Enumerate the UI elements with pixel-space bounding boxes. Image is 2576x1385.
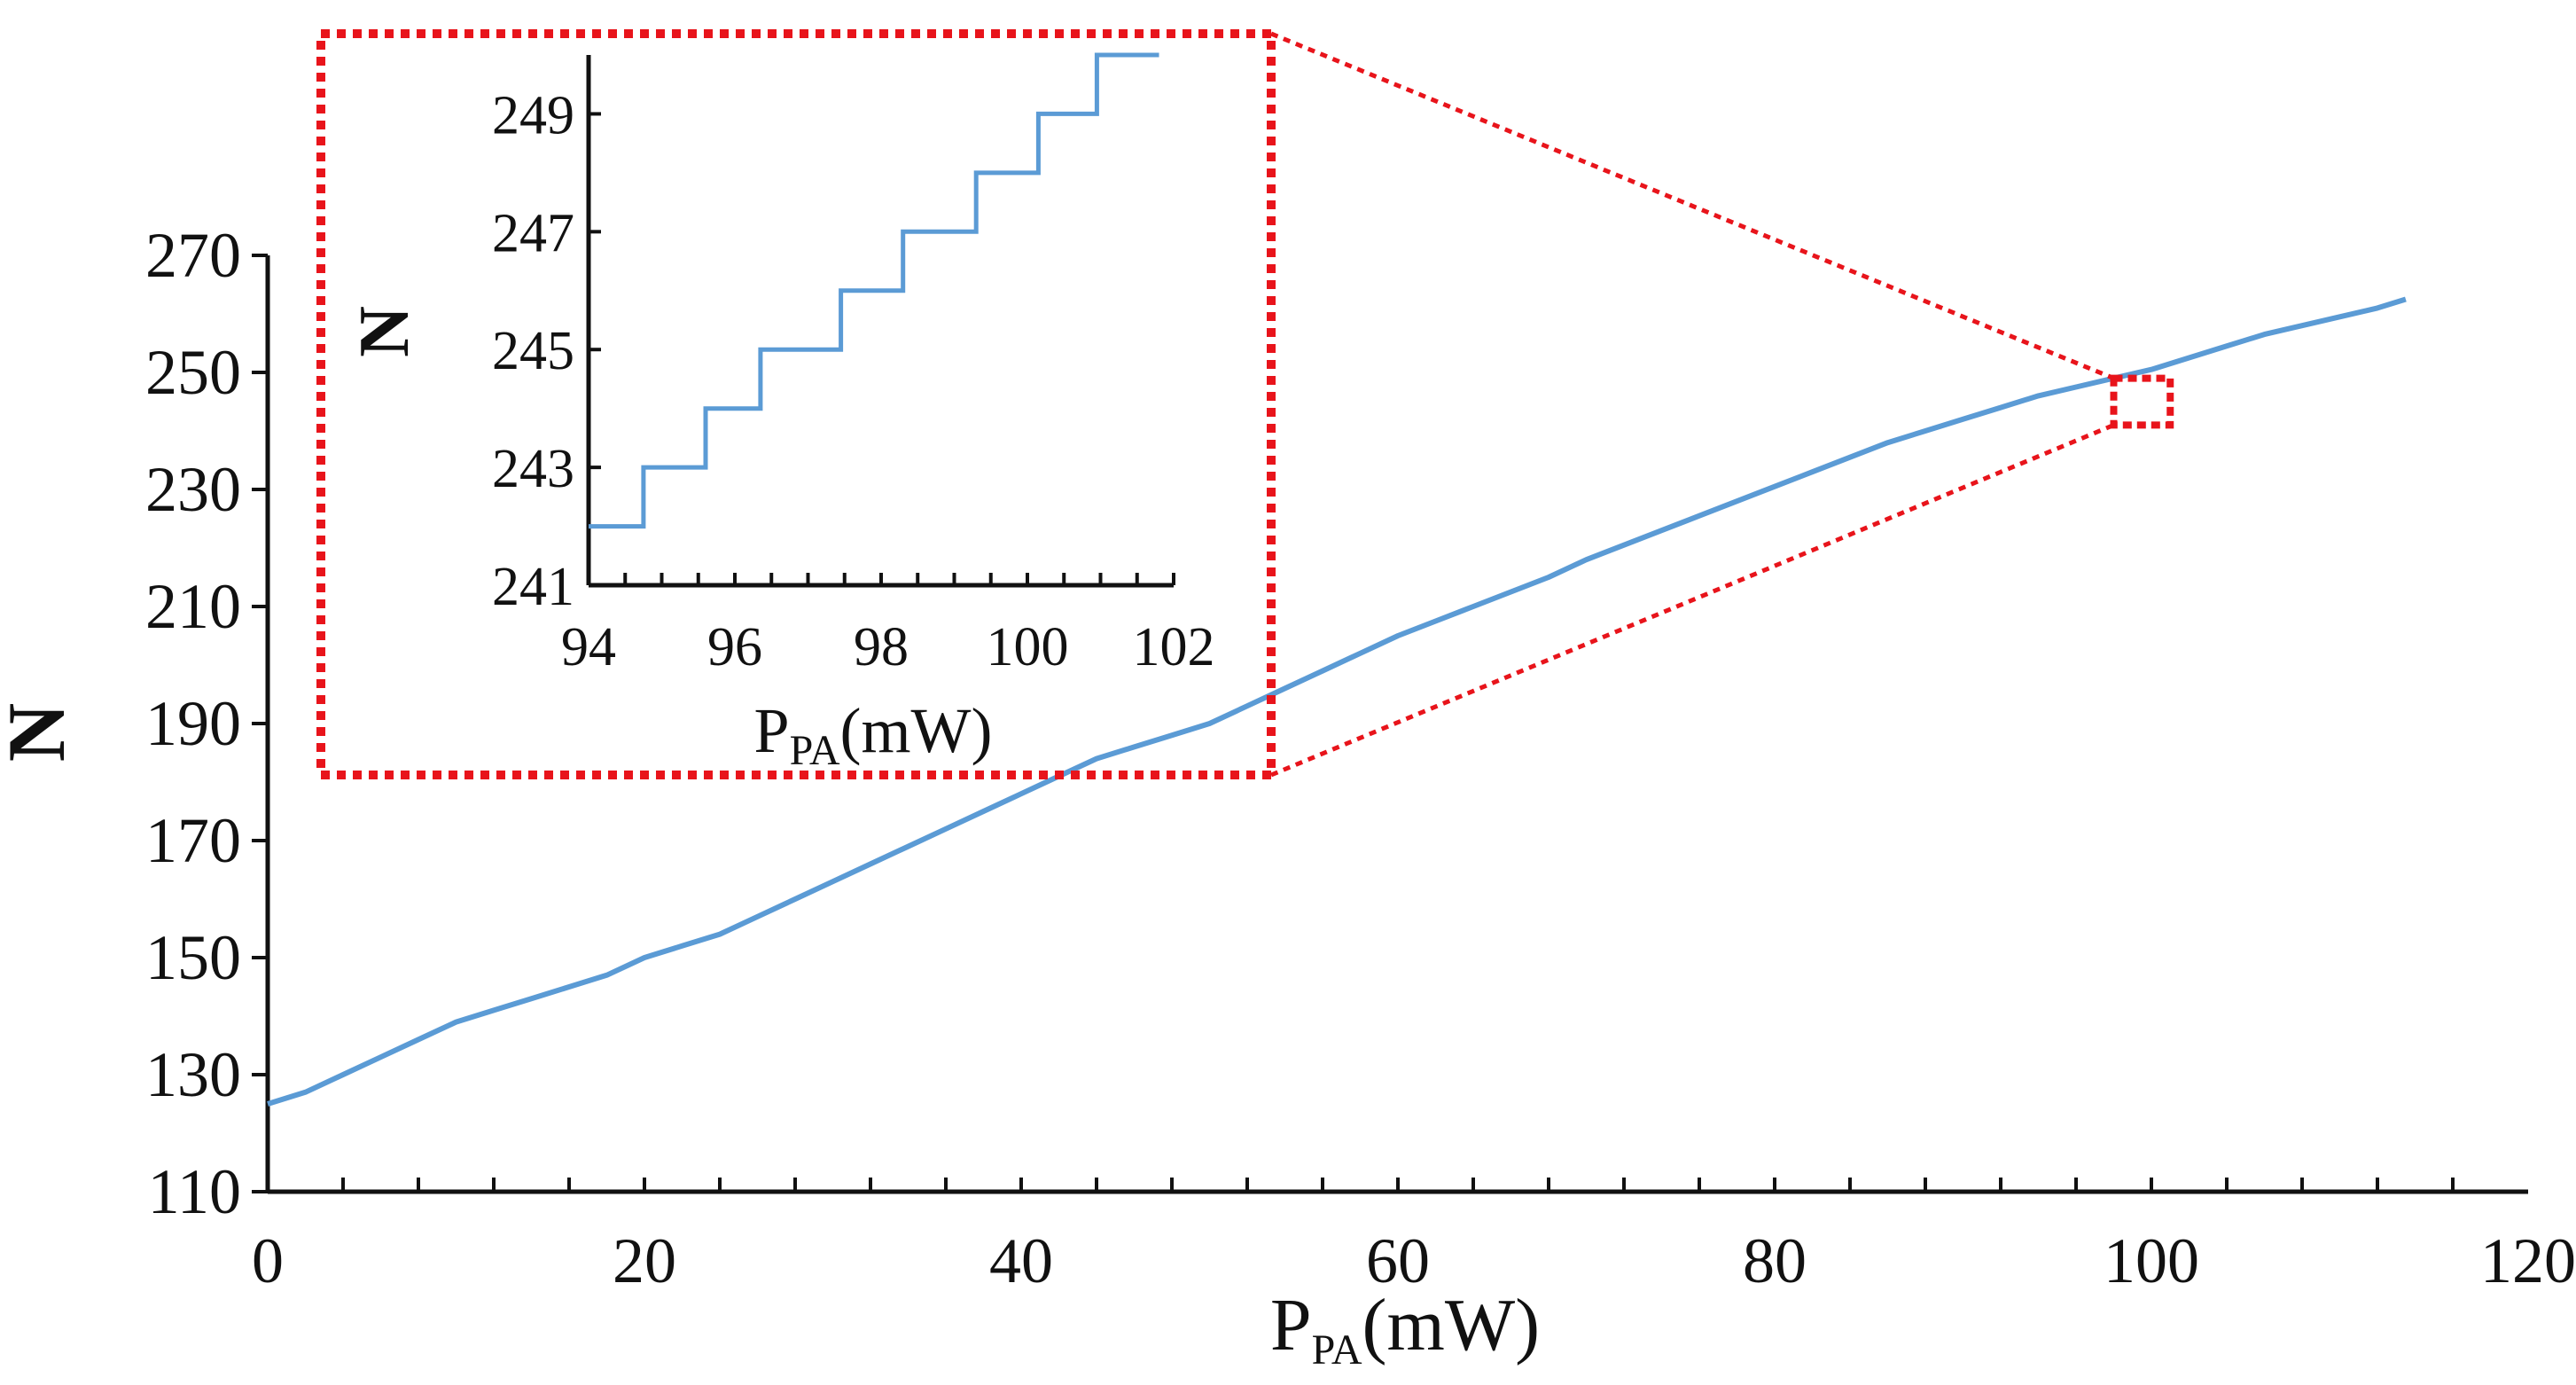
inset-xtick-label: 100 <box>987 617 1069 677</box>
inset-xtick-label: 102 <box>1133 617 1215 677</box>
main-x-axis-title-subscript: PA <box>1312 1326 1362 1373</box>
main-y-axis-title: N <box>0 703 82 762</box>
main-tick-labels: 110 130 150 170 190 210 230 250 270 0 20 40 60 80 100 1… <box>145 220 2576 1296</box>
inset-ytick-label: 243 <box>492 439 574 499</box>
inset-tick-labels: 241 243 245 247 249 94 96 98 100 102 <box>492 85 1215 677</box>
main-xtick-label: 60 <box>1366 1225 1430 1296</box>
main-ytick-label: 150 <box>145 922 241 993</box>
main-ytick-label: 250 <box>145 337 241 408</box>
main-xtick-label: 40 <box>989 1225 1053 1296</box>
main-ytick-label: 210 <box>145 571 241 642</box>
inset-ytick-label: 247 <box>492 203 574 263</box>
inset-xtick-label: 96 <box>707 617 762 677</box>
inset-xtick-label: 98 <box>854 617 909 677</box>
zoom-source-marker <box>2110 374 2174 429</box>
main-xtick-label: 120 <box>2480 1225 2576 1296</box>
main-ticks <box>252 254 2455 1193</box>
main-x-axis-title-unit: (mW) <box>1362 1284 1541 1366</box>
main-ytick-label: 130 <box>145 1039 241 1110</box>
inset-xtick-label: 94 <box>561 617 616 677</box>
inset-ytick-label: 245 <box>492 321 574 381</box>
inset-ytick-label: 241 <box>492 557 574 617</box>
main-ytick-label: 270 <box>145 220 241 291</box>
zoom-connector-bottom <box>1270 423 2115 778</box>
zoom-indicator <box>316 29 2174 779</box>
main-ytick-label: 230 <box>145 454 241 525</box>
inset-series-line <box>589 52 1159 529</box>
inset-x-axis-title-unit: (mW) <box>840 695 993 766</box>
main-xtick-label: 80 <box>1743 1225 1807 1296</box>
inset-ytick-label: 249 <box>492 85 574 145</box>
main-series-line <box>267 296 2407 1107</box>
main-plot: 110 130 150 170 190 210 230 250 270 0 20 40 60 80 100 1… <box>0 220 2576 1373</box>
main-ytick-label: 190 <box>145 688 241 759</box>
inset-x-axis-title-symbol: P <box>754 695 790 766</box>
inset-x-axis-title-subscript: PA <box>790 727 840 774</box>
main-ytick-label: 110 <box>148 1156 241 1227</box>
inset-plot: 241 243 245 247 249 94 96 98 100 102 N PPA(mW) <box>346 52 1215 774</box>
main-x-axis-title-symbol: P <box>1270 1284 1312 1366</box>
main-xtick-label: 0 <box>252 1225 284 1296</box>
main-xtick-label: 100 <box>2104 1225 2199 1296</box>
main-x-axis-title: PPA(mW) <box>1270 1284 1540 1373</box>
zoom-connector-top <box>1270 31 2115 380</box>
main-xtick-label: 20 <box>613 1225 676 1296</box>
inset-y-axis-title: N <box>346 306 424 357</box>
main-ytick-label: 170 <box>145 805 241 876</box>
inset-x-axis-title: PPA(mW) <box>754 695 993 774</box>
